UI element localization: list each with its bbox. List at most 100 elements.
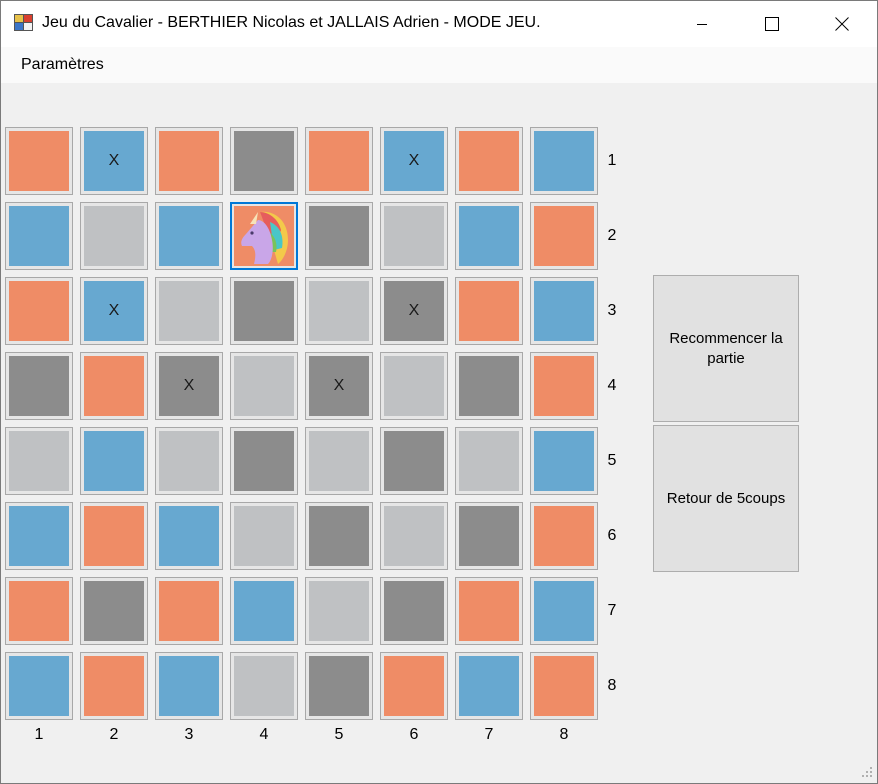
board-cell[interactable] [380, 202, 448, 270]
board-cell[interactable] [530, 202, 598, 270]
cell-face [234, 131, 294, 191]
board-cell[interactable] [380, 352, 448, 420]
board-cell[interactable] [380, 652, 448, 720]
board-cell[interactable] [80, 577, 148, 645]
board-cell[interactable] [5, 577, 73, 645]
board-cell[interactable] [155, 202, 223, 270]
board-cell[interactable] [380, 502, 448, 570]
board-cell[interactable] [5, 202, 73, 270]
cell-face [384, 206, 444, 266]
cell-face: X [84, 131, 144, 191]
menu-bar: Paramètres [1, 47, 877, 83]
col-label: 8 [559, 726, 569, 743]
resize-grip[interactable] [861, 767, 873, 779]
cell-face [9, 131, 69, 191]
board-cell[interactable] [455, 127, 523, 195]
board-cell[interactable]: X [305, 352, 373, 420]
board-cell[interactable] [530, 127, 598, 195]
cell-face [84, 431, 144, 491]
board-cell[interactable]: X [80, 127, 148, 195]
board-cell[interactable] [305, 277, 373, 345]
board-cell[interactable] [155, 427, 223, 495]
board-cell[interactable]: X [80, 277, 148, 345]
row-label: 1 [607, 152, 617, 169]
board-cell[interactable] [5, 502, 73, 570]
board-cell[interactable] [455, 427, 523, 495]
cell-face [459, 281, 519, 341]
board-cell[interactable] [155, 277, 223, 345]
board-cell[interactable] [5, 352, 73, 420]
board-cell[interactable] [230, 427, 298, 495]
col-label: 4 [259, 726, 269, 743]
title-bar[interactable]: Jeu du Cavalier - BERTHIER Nicolas et JA… [1, 1, 877, 47]
maximize-button[interactable] [737, 1, 807, 47]
cell-face [9, 431, 69, 491]
board-cell[interactable] [5, 277, 73, 345]
board-cell[interactable] [230, 277, 298, 345]
board-cell[interactable] [5, 127, 73, 195]
board-cell[interactable] [230, 127, 298, 195]
board-cell[interactable] [230, 577, 298, 645]
board-cell[interactable]: X [380, 127, 448, 195]
board-cell[interactable] [155, 502, 223, 570]
board-cell[interactable] [305, 502, 373, 570]
cell-face: X [384, 281, 444, 341]
board-cell[interactable] [380, 427, 448, 495]
board-cell[interactable] [455, 652, 523, 720]
board-cell[interactable] [155, 577, 223, 645]
board-cell[interactable]: X [155, 352, 223, 420]
cell-face: X [309, 356, 369, 416]
board-cell[interactable] [230, 502, 298, 570]
cell-face: X [384, 131, 444, 191]
board-cell[interactable] [530, 652, 598, 720]
board-cell[interactable] [5, 652, 73, 720]
cell-face [234, 656, 294, 716]
board-cell[interactable] [305, 577, 373, 645]
board-cell[interactable] [5, 427, 73, 495]
cell-face [309, 656, 369, 716]
board-cell[interactable] [80, 352, 148, 420]
cell-face [159, 506, 219, 566]
cell-face [384, 656, 444, 716]
board-cell[interactable] [530, 277, 598, 345]
board-cell[interactable] [455, 577, 523, 645]
cell-face [309, 431, 369, 491]
board-cell[interactable] [155, 127, 223, 195]
board-cell[interactable] [530, 352, 598, 420]
board-cell[interactable] [230, 652, 298, 720]
undo-button[interactable]: Retour de 5coups [653, 425, 799, 572]
board-cell[interactable] [530, 502, 598, 570]
board-cell[interactable] [530, 577, 598, 645]
board-cell[interactable] [305, 427, 373, 495]
cell-face [84, 506, 144, 566]
row-label: 3 [607, 302, 617, 319]
board-cell[interactable] [230, 352, 298, 420]
menu-parametres[interactable]: Paramètres [21, 56, 104, 73]
col-label: 7 [484, 726, 494, 743]
board-cell[interactable] [455, 202, 523, 270]
board-cell-knight[interactable] [230, 202, 298, 270]
board-cell[interactable] [530, 427, 598, 495]
board-cell[interactable] [80, 502, 148, 570]
cell-face [234, 281, 294, 341]
board-cell[interactable] [305, 202, 373, 270]
board-cell[interactable] [455, 502, 523, 570]
board-cell[interactable] [305, 127, 373, 195]
close-button[interactable] [807, 1, 877, 47]
board-cell[interactable] [80, 202, 148, 270]
minimize-button[interactable] [667, 1, 737, 47]
board-cell[interactable] [80, 427, 148, 495]
board-cell[interactable] [380, 577, 448, 645]
board-cell[interactable] [305, 652, 373, 720]
cell-face [384, 431, 444, 491]
undo-button-label: Retour de 5coups [666, 489, 786, 507]
cell-face [459, 581, 519, 641]
board-cell[interactable] [80, 652, 148, 720]
col-label: 5 [334, 726, 344, 743]
board-cell[interactable] [455, 277, 523, 345]
board-cell[interactable] [155, 652, 223, 720]
restart-button[interactable]: Recommencer la partie [653, 275, 799, 422]
board-cell[interactable]: X [380, 277, 448, 345]
board-cell[interactable] [455, 352, 523, 420]
